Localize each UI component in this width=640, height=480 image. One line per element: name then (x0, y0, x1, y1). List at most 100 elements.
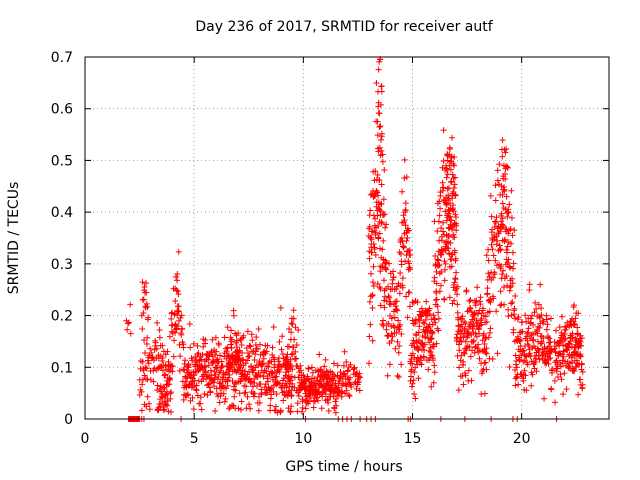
data-point (428, 383, 435, 390)
data-point (454, 331, 461, 338)
data-point (366, 223, 373, 230)
data-point (428, 335, 435, 342)
data-point (463, 287, 470, 294)
data-point (536, 356, 543, 363)
data-point (499, 215, 506, 222)
data-point (519, 348, 526, 355)
data-point (497, 288, 504, 295)
data-point (299, 398, 306, 405)
data-point (560, 353, 567, 360)
data-point (127, 301, 134, 308)
data-point (483, 252, 490, 259)
data-point (334, 362, 341, 369)
data-point (439, 237, 446, 244)
data-point (436, 198, 443, 205)
data-point (531, 309, 538, 316)
data-point (407, 252, 414, 259)
x-tick-labels: 0 5 10 15 20 (81, 431, 531, 447)
data-point (311, 398, 318, 405)
data-point (396, 326, 403, 333)
data-point (485, 334, 492, 341)
data-point (259, 361, 266, 368)
data-point (256, 399, 263, 406)
data-point (380, 322, 387, 329)
data-point (140, 309, 147, 316)
data-point (466, 298, 473, 305)
data-point (475, 325, 482, 332)
data-point (573, 357, 580, 364)
data-point (497, 246, 504, 253)
data-point (501, 301, 508, 308)
data-point (377, 285, 384, 292)
data-point (345, 391, 352, 398)
y-tick-label: 0.5 (51, 153, 73, 169)
data-point (446, 145, 453, 152)
data-point (431, 362, 438, 369)
data-point (235, 330, 242, 337)
data-point (436, 288, 443, 295)
data-point (195, 377, 202, 384)
data-point (483, 366, 490, 373)
data-point (380, 317, 387, 324)
data-point (552, 343, 559, 350)
data-point (483, 318, 490, 325)
data-point (440, 184, 447, 191)
data-point (255, 407, 262, 414)
data-point (420, 353, 427, 360)
data-point (230, 312, 237, 319)
data-point (575, 310, 582, 317)
data-point (406, 303, 413, 310)
data-point (551, 339, 558, 346)
data-point (509, 232, 516, 239)
data-point (332, 398, 339, 405)
data-point (441, 295, 448, 302)
data-point (221, 334, 228, 341)
data-point (325, 407, 332, 414)
x-tick-label: 0 (81, 431, 90, 447)
data-point (287, 409, 294, 416)
data-point (215, 373, 222, 380)
data-point (238, 398, 245, 405)
data-point (377, 123, 384, 130)
data-point (443, 231, 450, 238)
data-point (169, 363, 176, 370)
data-point (505, 209, 512, 216)
data-point (376, 144, 383, 151)
data-point (456, 364, 463, 371)
data-point (373, 80, 380, 87)
data-point (416, 317, 423, 324)
data-point (218, 358, 225, 365)
data-point (175, 317, 182, 324)
data-point (300, 371, 307, 378)
data-point (468, 377, 475, 384)
data-point (537, 314, 544, 321)
data-point (412, 395, 419, 402)
data-point (402, 200, 409, 207)
data-point (467, 296, 474, 303)
data-point (492, 218, 499, 225)
data-point (526, 281, 533, 288)
data-point (378, 218, 385, 225)
data-point (211, 351, 218, 358)
data-point (502, 170, 509, 177)
data-point (264, 378, 271, 385)
data-point (246, 375, 253, 382)
data-point (235, 354, 242, 361)
data-point (246, 352, 253, 359)
data-point (502, 236, 509, 243)
data-point (450, 207, 457, 214)
data-point (242, 389, 249, 396)
data-point (543, 326, 550, 333)
data-point (503, 146, 510, 153)
data-point (376, 230, 383, 237)
data-point (509, 275, 516, 282)
data-point (380, 237, 387, 244)
data-point (460, 359, 467, 366)
data-point (367, 207, 374, 214)
data-point (536, 324, 543, 331)
data-point (430, 343, 437, 350)
data-point (448, 217, 455, 224)
data-point (490, 295, 497, 302)
data-point (213, 348, 220, 355)
